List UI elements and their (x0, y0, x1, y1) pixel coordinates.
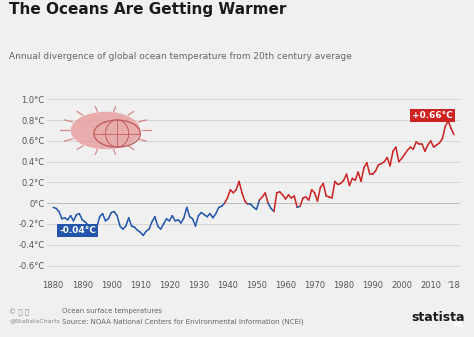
Text: statista: statista (411, 310, 465, 324)
Text: The Oceans Are Getting Warmer: The Oceans Are Getting Warmer (9, 2, 287, 17)
Text: +0.66°C: +0.66°C (412, 111, 453, 120)
Text: @StatistaCharts: @StatistaCharts (9, 318, 60, 324)
Text: © ⓘ Ⓣ: © ⓘ Ⓣ (9, 308, 29, 316)
Text: Annual divergence of global ocean temperature from 20th century average: Annual divergence of global ocean temper… (9, 52, 352, 61)
Text: Ocean surface temperatures: Ocean surface temperatures (62, 308, 162, 314)
Text: -0.04°C: -0.04°C (59, 226, 96, 235)
Ellipse shape (71, 112, 140, 149)
Text: Source: NOAA National Centers for Environmental Information (NCEI): Source: NOAA National Centers for Enviro… (62, 318, 303, 325)
